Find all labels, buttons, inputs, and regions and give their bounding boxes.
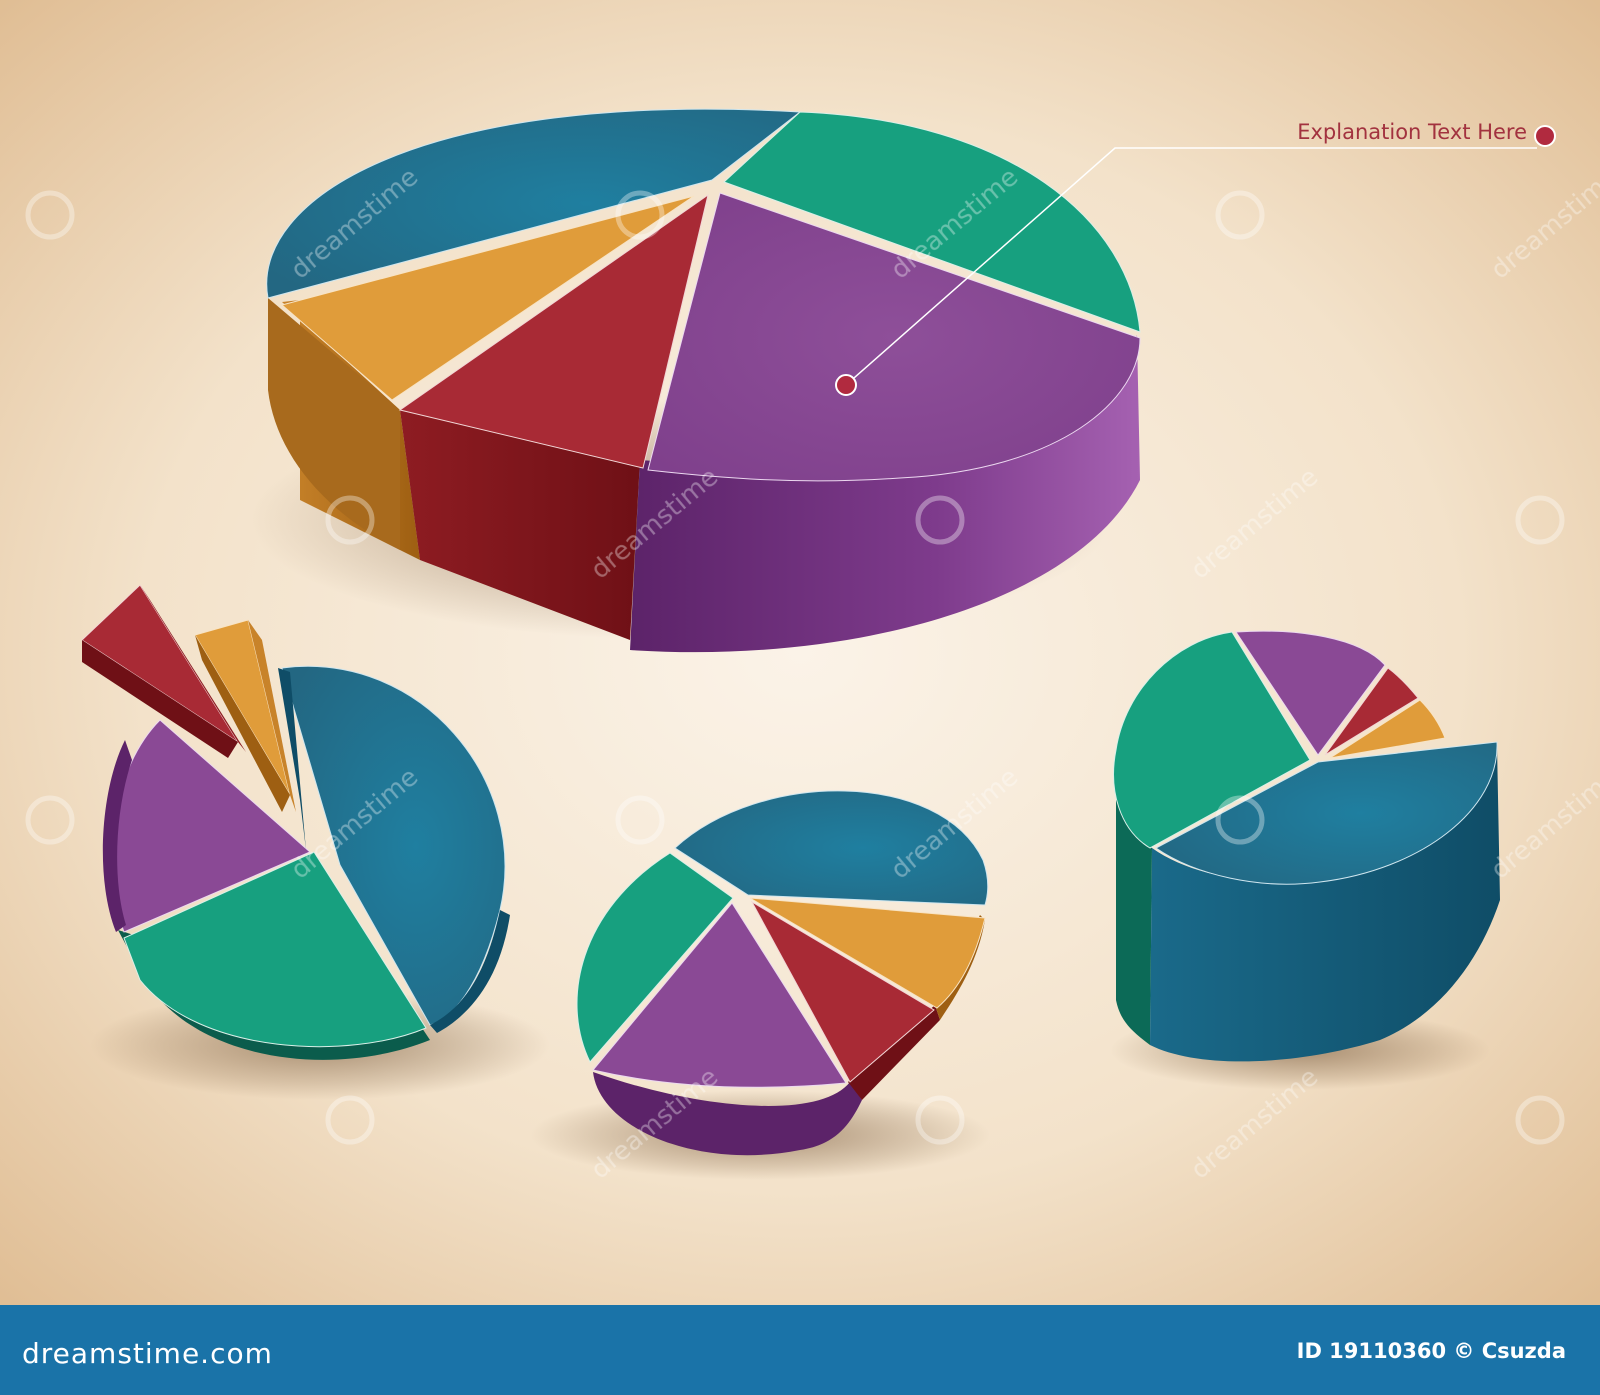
footer-bar: dreamstime.com ID 19110360 © Csuzda <box>0 1305 1600 1395</box>
pie-right-blue-side <box>1150 745 1500 1062</box>
annotation-text: Explanation Text Here <box>1297 120 1527 144</box>
pie-left-red-exploded-wall <box>140 585 246 752</box>
pie-middle-red-side <box>848 1005 940 1100</box>
pie-large-slice-teal <box>723 111 1141 333</box>
pie-chart-middle <box>530 790 990 1180</box>
pie-large-slice-blue <box>266 108 802 299</box>
pie-right-teal-side <box>1116 780 1152 1045</box>
pie-large-slice-red <box>398 193 709 469</box>
pie-left-red-exploded-side <box>82 640 238 758</box>
pie-chart-left <box>81 584 550 1100</box>
pie-left-orange-exploded-wall <box>248 620 296 812</box>
watermark-spiral-icon <box>325 495 375 545</box>
watermark-spiral-icon <box>915 495 965 545</box>
pie-right-slice-purple <box>1235 630 1386 756</box>
watermark-spiral-icon <box>615 795 665 845</box>
pie-large-slice-orange <box>280 195 695 401</box>
pie-left-orange-exploded-side <box>195 635 290 812</box>
watermark-spiral-icon <box>1515 495 1565 545</box>
pie-chart-large <box>250 108 1141 653</box>
pie-middle-slice-orange <box>749 897 986 1009</box>
pie-right-slice-orange <box>1329 699 1446 759</box>
pie-left-slice-teal <box>123 851 427 1048</box>
footer-image-id: ID 19110360 © Csuzda <box>1296 1339 1566 1363</box>
annotation-end-dot <box>1534 125 1556 147</box>
pie-right-slice-red <box>1324 667 1419 756</box>
pie-middle-purple-side <box>593 1072 862 1156</box>
pie-left-purple-side <box>102 740 132 932</box>
watermark-spiral-icon <box>25 795 75 845</box>
watermark-spiral-icon <box>1515 1095 1565 1145</box>
annotation-anchor-dot <box>835 374 857 396</box>
pie-right-slice-blue <box>1155 741 1498 885</box>
pie-left-blue-wall <box>278 668 306 850</box>
pie-left-blue-side <box>430 910 510 1033</box>
watermark-spiral-icon <box>1215 190 1265 240</box>
watermark-spiral-icon <box>1215 795 1265 845</box>
footer-brand: dreamstime.com <box>22 1337 273 1370</box>
pie-middle-slice-blue <box>674 790 989 906</box>
pie-large-slice-orange-left-wall <box>268 298 400 550</box>
watermark-spiral-icon <box>915 1095 965 1145</box>
pie-right-slice-teal <box>1113 631 1311 849</box>
watermark-spiral-icon <box>615 190 665 240</box>
pie-middle-slice-teal <box>576 852 734 1063</box>
watermark-spiral-icon <box>325 1095 375 1145</box>
pie-middle-slice-red <box>750 900 935 1083</box>
pie-chart-right <box>1110 630 1500 1090</box>
annotation-callout: Explanation Text Here <box>835 120 1556 396</box>
pie-large-slice-purple <box>647 192 1141 482</box>
pie-large-slice-purple-side <box>630 335 1140 653</box>
pie-large-slice-red-side <box>400 410 640 640</box>
annotation-leader-line <box>845 147 1537 386</box>
watermark-spiral-icon <box>25 190 75 240</box>
pie-middle-slice-purple <box>592 902 847 1088</box>
